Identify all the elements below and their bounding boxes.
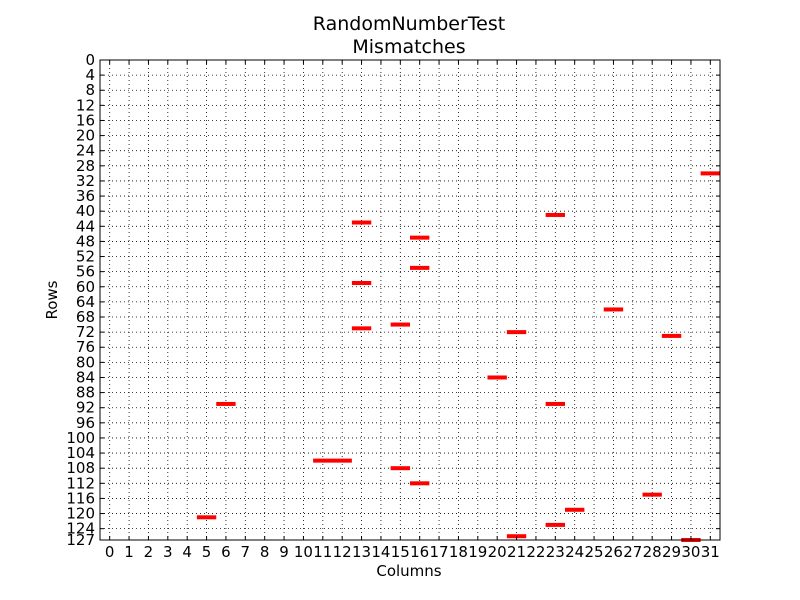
x-tick-label: 27 (623, 543, 642, 561)
mismatch-mark (545, 401, 565, 406)
x-tick-label: 1 (124, 543, 134, 561)
y-tick-label: 84 (76, 368, 95, 386)
y-tick-label: 108 (66, 459, 95, 477)
plot-frame (99, 59, 721, 541)
x-tick-label: 19 (468, 543, 487, 561)
x-tick-label: 9 (279, 543, 289, 561)
y-tick-label: 16 (76, 111, 95, 129)
mismatch-mark (351, 280, 372, 285)
mismatch-mark (216, 401, 236, 406)
x-tick-label: 23 (546, 543, 565, 561)
x-tick-label: 3 (163, 543, 173, 561)
mismatch-mark (196, 515, 217, 520)
mismatch-mark (390, 322, 410, 327)
x-tick-label: 29 (662, 543, 681, 561)
x-tick-label: 20 (488, 543, 507, 561)
y-tick-label: 68 (76, 308, 95, 326)
y-tick-label: 104 (66, 444, 95, 462)
mismatch-mark (410, 235, 430, 240)
y-tick-label: 60 (76, 278, 95, 296)
y-tick-label: 52 (76, 248, 95, 266)
y-tick-label: 32 (76, 172, 95, 190)
grid-lines (100, 59, 720, 541)
x-tick-label: 10 (294, 543, 313, 561)
y-tick-label: 0 (85, 51, 95, 69)
x-tick-label: 28 (643, 543, 662, 561)
x-tick-label: 21 (507, 543, 526, 561)
y-tick-label: 116 (66, 489, 95, 507)
y-tick-label: 120 (66, 505, 95, 523)
chart-subtitle: Mismatches (352, 36, 465, 58)
x-tick-label: 14 (371, 543, 390, 561)
y-tick-label: 12 (76, 96, 95, 114)
x-tick-label: 16 (410, 543, 429, 561)
x-tick-label: 30 (681, 543, 700, 561)
mismatch-mark (565, 507, 585, 512)
mismatch-mark (603, 307, 624, 312)
x-tick-label: 13 (352, 543, 371, 561)
y-tick-label: 40 (76, 202, 95, 220)
x-tick-label: 4 (182, 543, 192, 561)
y-tick-label: 48 (76, 232, 95, 250)
y-tick-labels: 0481216202428323640444852566064687276808… (66, 51, 95, 549)
mismatch-mark (410, 265, 430, 270)
mismatch-mark (390, 466, 410, 471)
x-tick-label: 24 (565, 543, 584, 561)
y-tick-label: 96 (76, 414, 95, 432)
x-tick-label: 18 (449, 543, 468, 561)
x-tick-label: 5 (202, 543, 212, 561)
y-tick-label: 64 (76, 293, 95, 311)
y-tick-label: 112 (66, 474, 95, 492)
x-tick-label: 12 (333, 543, 352, 561)
mismatch-mark (410, 481, 430, 486)
mismatch-mark (642, 492, 662, 497)
y-tick-label: 44 (76, 217, 95, 235)
y-tick-label: 20 (76, 127, 95, 145)
x-tick-label: 6 (221, 543, 231, 561)
y-tick-label: 36 (76, 187, 95, 205)
y-tick-label: 100 (66, 429, 95, 447)
x-tick-label: 31 (701, 543, 720, 561)
mismatch-mark (351, 326, 372, 331)
mismatch-mark (487, 375, 507, 380)
y-tick-label: 72 (76, 323, 95, 341)
x-tick-label: 25 (585, 543, 604, 561)
mismatch-mark (351, 220, 372, 225)
x-tick-label: 26 (604, 543, 623, 561)
y-tick-label: 124 (66, 520, 95, 538)
y-tick-label: 88 (76, 384, 95, 402)
y-tick-label: 56 (76, 263, 95, 281)
y-tick-label: 127 (66, 531, 95, 549)
mismatch-mark (332, 458, 352, 463)
x-tick-label: 17 (430, 543, 449, 561)
mismatch-mark (661, 333, 682, 338)
y-tick-label: 24 (76, 142, 95, 160)
x-tick-label: 11 (313, 543, 332, 561)
x-tick-label: 7 (241, 543, 251, 561)
y-tick-label: 76 (76, 338, 95, 356)
axis-ticks (100, 59, 720, 541)
y-tick-label: 28 (76, 157, 95, 175)
y-tick-label: 4 (85, 66, 95, 84)
mismatch-mark (545, 212, 565, 217)
mismatch-mark (506, 330, 527, 335)
x-axis-label: Columns (376, 562, 441, 580)
y-axis-label: Rows (43, 280, 61, 319)
x-tick-label: 15 (391, 543, 410, 561)
mismatch-mark (545, 522, 565, 527)
mismatch-mark (313, 458, 333, 463)
y-tick-label: 80 (76, 353, 95, 371)
y-tick-label: 92 (76, 399, 95, 417)
chart-title: RandomNumberTest (313, 13, 505, 35)
x-tick-label: 22 (526, 543, 545, 561)
y-tick-label: 8 (85, 81, 95, 99)
x-tick-label: 0 (105, 543, 115, 561)
x-tick-label: 2 (144, 543, 154, 561)
x-tick-label: 8 (260, 543, 270, 561)
x-tick-labels: 0 1 2 3 4 5 6 7 8 9 10 11 12 13 14 15 16 17 18 19 20 21 22 23 24… (105, 543, 720, 561)
mismatch-mark (700, 171, 720, 176)
